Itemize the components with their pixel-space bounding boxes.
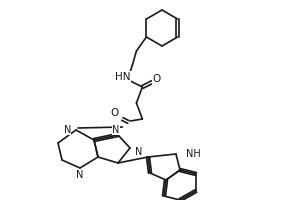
Text: NH: NH: [186, 149, 201, 159]
Text: HN: HN: [115, 72, 130, 82]
Text: N: N: [135, 147, 142, 157]
Text: O: O: [110, 108, 118, 118]
Text: N: N: [76, 170, 84, 180]
Text: O: O: [152, 74, 160, 84]
Text: N: N: [112, 125, 120, 135]
Text: N: N: [64, 125, 71, 135]
